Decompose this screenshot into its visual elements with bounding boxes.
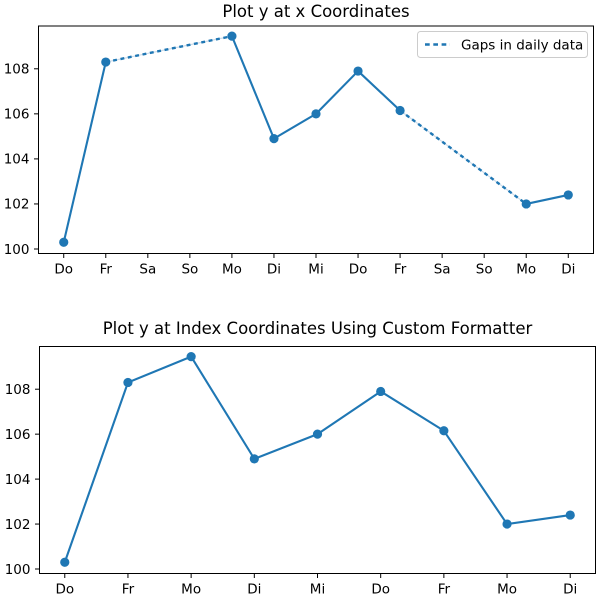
data-point-marker bbox=[353, 66, 363, 76]
x-tick-label: Di bbox=[267, 262, 281, 278]
x-tick-label: Sa bbox=[139, 262, 156, 278]
x-tick-label: Fr bbox=[100, 262, 113, 278]
data-point-marker bbox=[101, 57, 111, 67]
y-tick-label: 104 bbox=[5, 472, 31, 488]
data-point-marker bbox=[269, 134, 279, 144]
x-tick-label: Fr bbox=[122, 582, 135, 598]
data-point-marker bbox=[376, 386, 386, 397]
data-point-marker bbox=[60, 557, 70, 567]
data-point-marker bbox=[59, 237, 69, 247]
x-tick-label: Mo bbox=[222, 262, 242, 278]
data-point-marker bbox=[123, 377, 133, 388]
series-line bbox=[62, 60, 107, 244]
y-tick-label: 106 bbox=[5, 427, 31, 443]
data-point-marker bbox=[565, 510, 575, 520]
x-tick-label: Di bbox=[247, 582, 261, 598]
series-line bbox=[63, 355, 572, 564]
chart-title-index-coordinates: Plot y at Index Coordinates Using Custom… bbox=[102, 319, 533, 338]
x-tick-label: Do bbox=[349, 262, 368, 278]
legend: Gaps in daily data bbox=[417, 31, 588, 58]
data-point-marker bbox=[312, 429, 323, 439]
x-tick-label: Mo bbox=[497, 582, 517, 598]
x-tick-label: So bbox=[181, 262, 198, 278]
x-tick-label: Di bbox=[561, 262, 575, 278]
x-tick-label: Di bbox=[563, 582, 577, 598]
series-line bbox=[525, 193, 570, 205]
axes-border bbox=[38, 25, 594, 254]
data-point-marker bbox=[502, 519, 512, 529]
data-point-marker bbox=[186, 352, 196, 362]
legend-box bbox=[417, 31, 588, 58]
data-point-marker bbox=[311, 109, 321, 119]
x-tick-label: Mi bbox=[308, 262, 323, 278]
x-tick-label: Do bbox=[55, 582, 74, 598]
series-line bbox=[230, 35, 402, 140]
y-tick-label: 100 bbox=[5, 562, 31, 578]
x-tick-label: Mo bbox=[181, 582, 201, 598]
y-tick-label: 102 bbox=[5, 517, 31, 533]
data-point-marker bbox=[249, 454, 259, 464]
line-chart-index-coordinates: 100 102 104 106 108 Do Fr Mo Di Mi Do Fr Mo Di bbox=[5, 346, 596, 598]
data-point-marker bbox=[227, 31, 237, 41]
subplot-index-coordinates: Plot y at Index Coordinates Using Custom… bbox=[0, 300, 600, 600]
y-tick-label: 108 bbox=[5, 382, 31, 398]
x-tick-label: Sa bbox=[434, 262, 451, 278]
legend-label: Gaps in daily data bbox=[461, 37, 583, 53]
data-point-marker bbox=[563, 190, 573, 200]
x-tick-label: Do bbox=[54, 262, 73, 278]
subplot-x-coordinates: Plot y at x Coordinates 100 102 104 106 108 D… bbox=[4, 2, 594, 278]
x-tick-label: Do bbox=[371, 582, 390, 598]
chart-title-x-coordinates: Plot y at x Coordinates bbox=[222, 2, 410, 21]
x-tick-label: Mi bbox=[310, 582, 325, 598]
data-point-marker bbox=[395, 105, 405, 116]
x-tick-label: Fr bbox=[438, 582, 451, 598]
y-tick-label: 100 bbox=[4, 242, 30, 258]
y-tick-label: 104 bbox=[4, 152, 30, 168]
y-tick-label: 102 bbox=[4, 197, 30, 213]
data-point-marker bbox=[521, 199, 531, 209]
x-tick-label: Mo bbox=[516, 262, 536, 278]
gap-dashed-line bbox=[399, 109, 527, 205]
axes-border bbox=[39, 346, 596, 574]
line-chart-x-coordinates: 100 102 104 106 108 Do Fr Sa So Mo Di Mi Do Fr Sa So Mo D… bbox=[4, 25, 594, 278]
x-tick-label: So bbox=[476, 262, 493, 278]
x-tick-label: Fr bbox=[394, 262, 407, 278]
y-tick-label: 106 bbox=[4, 107, 30, 123]
y-tick-label: 108 bbox=[4, 62, 30, 78]
data-point-marker bbox=[439, 426, 449, 436]
gap-dashed-line bbox=[105, 34, 233, 64]
